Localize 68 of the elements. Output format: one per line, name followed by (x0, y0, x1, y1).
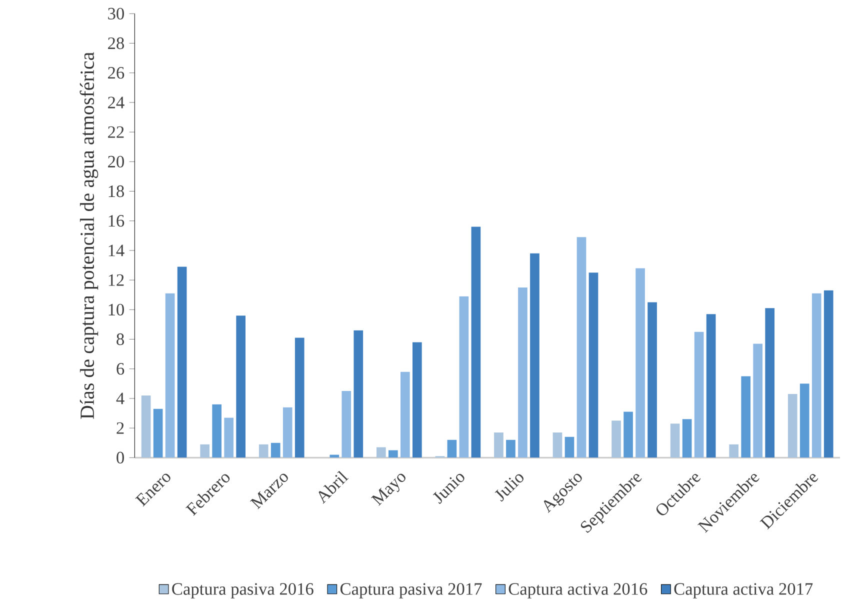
y-tick-label: 10 (108, 304, 124, 316)
bar (576, 237, 586, 458)
bar (282, 407, 292, 458)
bar (200, 444, 210, 458)
y-tick-label: 16 (108, 215, 124, 227)
y-tick-label: 2 (116, 422, 124, 434)
y-tick-label: 6 (116, 363, 124, 375)
bar (765, 308, 774, 458)
legend-label: Captura pasiva 2016 (172, 583, 314, 598)
bar (388, 450, 398, 458)
bar (670, 424, 680, 458)
bar (141, 395, 151, 458)
bar (824, 290, 834, 458)
bar (400, 372, 410, 458)
bar (412, 342, 422, 458)
bar (212, 404, 222, 458)
bar (518, 287, 528, 458)
bar (530, 253, 540, 458)
bar (236, 316, 246, 458)
y-tick-label: 20 (108, 156, 124, 168)
y-tick-label: 22 (108, 126, 124, 138)
bar (588, 272, 598, 458)
bar (706, 314, 716, 458)
bar (258, 444, 268, 458)
bar (376, 447, 386, 458)
bar (741, 376, 750, 458)
bar (624, 412, 633, 458)
bar (552, 432, 562, 458)
bar (270, 442, 280, 458)
y-tick-label: 4 (116, 392, 124, 404)
bar (447, 440, 457, 458)
y-tick-label: 30 (108, 8, 124, 20)
bar (694, 332, 704, 458)
bar (729, 444, 738, 458)
bar (564, 436, 574, 458)
y-tick-label: 18 (108, 185, 124, 198)
y-tick-label: 12 (108, 274, 124, 286)
bar (494, 432, 504, 458)
legend-label: Captura activa 2017 (674, 583, 813, 598)
bar (812, 293, 822, 458)
bar (342, 391, 352, 458)
bar (165, 293, 175, 458)
bar (506, 440, 516, 458)
bar (753, 344, 762, 458)
bar (224, 418, 234, 458)
bar (459, 296, 469, 458)
bar (354, 330, 364, 458)
y-tick-label: 14 (108, 244, 124, 256)
bar (330, 454, 340, 458)
y-tick-label: 0 (116, 452, 124, 464)
bar (612, 420, 621, 458)
y-axis-title: Días de captura potencial de agua atmosférica (80, 52, 98, 419)
bar (788, 394, 798, 458)
legend-label: Captura activa 2016 (508, 583, 648, 598)
legend-label: Captura pasiva 2017 (340, 583, 482, 598)
bar (636, 268, 645, 458)
bar (682, 419, 692, 458)
x-tick-label: Julio (494, 474, 524, 502)
bar (177, 266, 187, 458)
y-tick-label: 24 (108, 96, 124, 108)
bar (153, 408, 163, 458)
bar (471, 226, 481, 458)
bar (800, 384, 810, 458)
bar (648, 302, 657, 458)
bar (294, 338, 304, 458)
y-tick-label: 28 (108, 37, 124, 50)
y-tick-label: 8 (116, 333, 124, 346)
y-tick-label: 26 (108, 67, 124, 79)
